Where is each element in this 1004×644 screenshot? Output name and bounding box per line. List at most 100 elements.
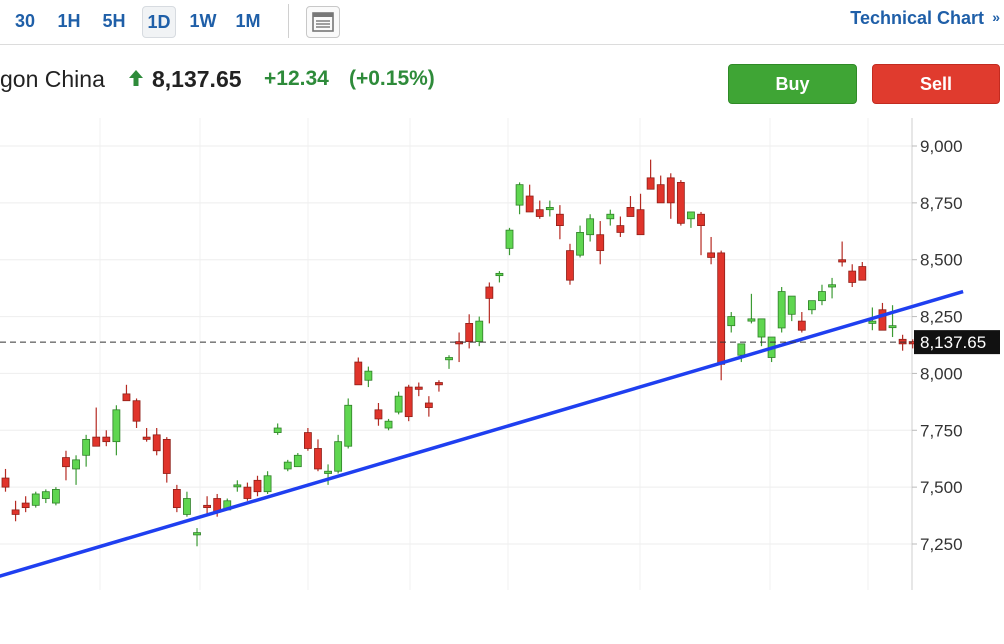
candle-58[interactable]: [586, 214, 595, 242]
candle-19[interactable]: [193, 528, 201, 547]
candle-57[interactable]: [576, 225, 584, 258]
trendline[interactable]: [0, 289, 964, 581]
candle-59[interactable]: [596, 221, 605, 265]
candle-72[interactable]: [727, 312, 736, 333]
candle-7[interactable]: [72, 455, 80, 485]
candle-49[interactable]: [495, 271, 504, 283]
candle-8[interactable]: [82, 434, 91, 467]
candle-10[interactable]: [102, 430, 111, 447]
candle-23[interactable]: [233, 480, 242, 492]
candle-78[interactable]: [787, 295, 796, 322]
candle-31[interactable]: [314, 439, 322, 472]
timeframe-5h[interactable]: 5H: [102, 11, 126, 31]
candle-18[interactable]: [183, 491, 191, 517]
candle-6[interactable]: [62, 450, 70, 481]
candle-14[interactable]: [142, 428, 151, 442]
candle-42[interactable]: [424, 396, 433, 417]
candle-65[interactable]: [656, 175, 665, 204]
candle-62[interactable]: [626, 196, 635, 217]
candle-4[interactable]: [41, 489, 50, 504]
candle-79[interactable]: [797, 312, 806, 333]
candle-32[interactable]: [324, 464, 332, 485]
candle-29[interactable]: [293, 453, 302, 468]
candle-15[interactable]: [152, 428, 161, 456]
candle-81[interactable]: [818, 284, 826, 306]
candle-43[interactable]: [435, 380, 443, 392]
candle-53[interactable]: [535, 200, 544, 219]
candle-12[interactable]: [122, 384, 131, 402]
candle-60[interactable]: [606, 209, 615, 226]
candle-33[interactable]: [334, 434, 343, 474]
candle-46[interactable]: [465, 314, 474, 349]
candle-30[interactable]: [303, 428, 312, 451]
candle-17[interactable]: [172, 484, 181, 513]
candle-9[interactable]: [92, 407, 101, 447]
timeframe-1h[interactable]: 1H: [57, 11, 81, 31]
timeframe-1m[interactable]: 1M: [235, 11, 261, 31]
candle-52[interactable]: [525, 184, 534, 213]
candle-0[interactable]: [1, 468, 10, 492]
candle-24[interactable]: [243, 482, 252, 501]
candle-16[interactable]: [162, 437, 171, 483]
technical-chart-link[interactable]: Technical Chart »: [850, 8, 1000, 29]
candle-68[interactable]: [687, 211, 695, 228]
candle-27[interactable]: [273, 423, 282, 435]
candle-13[interactable]: [132, 398, 141, 429]
candle-51[interactable]: [515, 182, 524, 215]
buy-button[interactable]: Buy: [728, 64, 857, 104]
candle-45[interactable]: [455, 332, 464, 363]
candle-3[interactable]: [31, 491, 40, 508]
candle-1[interactable]: [11, 500, 20, 522]
layout-icon[interactable]: [306, 6, 340, 38]
candle-39[interactable]: [394, 391, 403, 415]
candle-83[interactable]: [838, 241, 847, 267]
candle-70[interactable]: [707, 236, 715, 265]
sell-button[interactable]: Sell: [872, 64, 1000, 104]
candle-64[interactable]: [646, 159, 655, 190]
candle-74[interactable]: [747, 293, 756, 324]
candle-61[interactable]: [616, 216, 625, 237]
candle-88[interactable]: [888, 305, 897, 338]
candle-80[interactable]: [808, 300, 816, 315]
timeframe-1d[interactable]: 1D: [142, 6, 176, 38]
candle-20[interactable]: [203, 496, 212, 515]
candle-69[interactable]: [697, 211, 705, 256]
candle-82[interactable]: [828, 277, 836, 299]
candle-34[interactable]: [344, 398, 353, 449]
candle-73[interactable]: [737, 343, 746, 363]
candle-77[interactable]: [777, 287, 786, 333]
timeframe-30[interactable]: 30: [14, 11, 36, 31]
candle-25[interactable]: [253, 475, 262, 497]
candle-67[interactable]: [676, 180, 685, 226]
candle-11[interactable]: [112, 405, 121, 456]
candle-63[interactable]: [636, 193, 645, 236]
timeframe-1w[interactable]: 1W: [189, 11, 217, 31]
candle-84[interactable]: [848, 264, 857, 288]
candle-66[interactable]: [666, 173, 675, 219]
candle-44[interactable]: [445, 355, 453, 369]
candle-5[interactable]: [52, 487, 60, 506]
candle-55[interactable]: [556, 205, 564, 240]
candle-35[interactable]: [354, 357, 363, 386]
candle-89[interactable]: [898, 334, 907, 351]
candle-body: [737, 343, 746, 356]
candle-37[interactable]: [374, 402, 383, 426]
candle-41[interactable]: [414, 382, 423, 397]
candle-56[interactable]: [566, 243, 574, 285]
candle-54[interactable]: [545, 200, 554, 217]
price-tick-label: 8,250: [920, 308, 963, 327]
candle-body: [183, 498, 191, 515]
price-tick-label: 8,000: [920, 364, 963, 383]
candle-40[interactable]: [404, 384, 413, 422]
candle-85[interactable]: [858, 261, 867, 281]
candle-38[interactable]: [384, 418, 393, 431]
candle-75[interactable]: [757, 318, 766, 347]
candle-47[interactable]: [475, 316, 484, 347]
candle-48[interactable]: [485, 282, 494, 324]
candle-28[interactable]: [283, 459, 292, 472]
candle-50[interactable]: [505, 227, 514, 256]
candle-36[interactable]: [364, 366, 373, 388]
candle-26[interactable]: [263, 471, 272, 494]
candle-2[interactable]: [21, 496, 30, 513]
